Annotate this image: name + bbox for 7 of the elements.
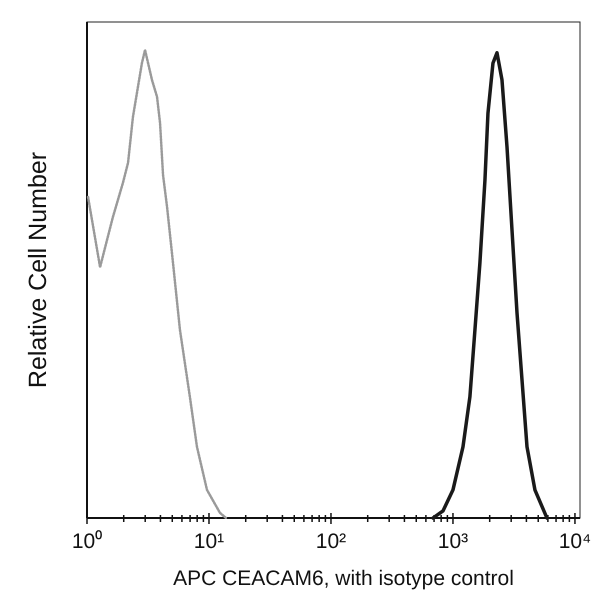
x-axis-title: APC CEACAM6, with isotype control — [173, 567, 514, 590]
x-tick-label: 10⁰ — [72, 530, 102, 553]
x-tick-label: 10⁴ — [558, 530, 592, 553]
y-axis-title: Relative Cell Number — [24, 152, 52, 388]
x-tick-label: 10² — [316, 530, 346, 553]
x-tick-label: 10¹ — [194, 530, 224, 553]
x-tick-label: 10³ — [438, 530, 468, 553]
